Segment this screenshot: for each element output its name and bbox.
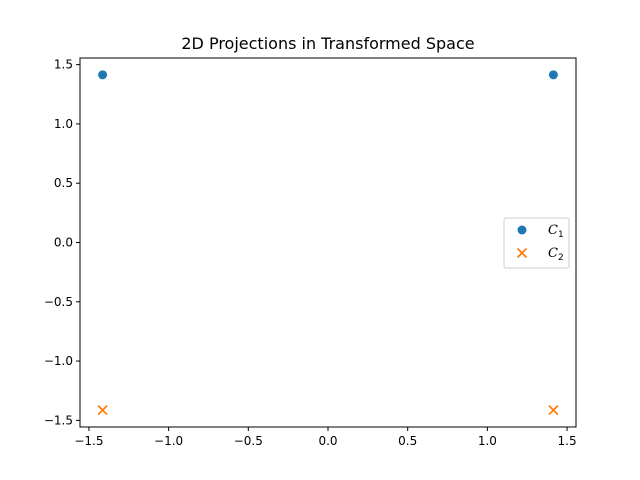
legend-label-series-1: C1 bbox=[548, 223, 564, 240]
plot-frame bbox=[79, 57, 577, 428]
data-point-series-2 bbox=[548, 405, 559, 416]
x-tick-label: −1.5 bbox=[74, 434, 103, 448]
x-tick-label: 1.5 bbox=[558, 434, 577, 448]
data-point-series-1 bbox=[98, 70, 108, 80]
y-axis: −1.5 −1.0 −0.5 0.0 0.5 1.0 1.5 bbox=[44, 58, 80, 427]
x-tick-label: 0.0 bbox=[318, 434, 337, 448]
y-tick-label: 0.5 bbox=[54, 176, 73, 190]
y-tick-label: 1.0 bbox=[54, 117, 73, 131]
data-points bbox=[97, 70, 559, 416]
x-tick-label: 0.5 bbox=[398, 434, 417, 448]
y-tick-label: 1.5 bbox=[54, 58, 73, 72]
y-tick-label: −1.0 bbox=[44, 354, 73, 368]
data-point-series-2 bbox=[97, 405, 108, 416]
x-tick-label: 1.0 bbox=[478, 434, 497, 448]
data-point-series-1 bbox=[548, 70, 558, 80]
chart-title: 2D Projections in Transformed Space bbox=[181, 34, 474, 53]
x-tick-label: −0.5 bbox=[234, 434, 263, 448]
y-tick-label: 0.0 bbox=[54, 236, 73, 250]
x-tick-label: −1.0 bbox=[154, 434, 183, 448]
y-tick-label: −0.5 bbox=[44, 295, 73, 309]
legend-marker-series-2 bbox=[516, 247, 528, 259]
legend-marker-series-1 bbox=[517, 225, 527, 235]
y-tick-label: −1.5 bbox=[44, 413, 73, 427]
x-axis: −1.5 −1.0 −0.5 0.0 0.5 1.0 1.5 bbox=[74, 427, 577, 448]
legend-label-series-2: C2 bbox=[548, 246, 564, 263]
